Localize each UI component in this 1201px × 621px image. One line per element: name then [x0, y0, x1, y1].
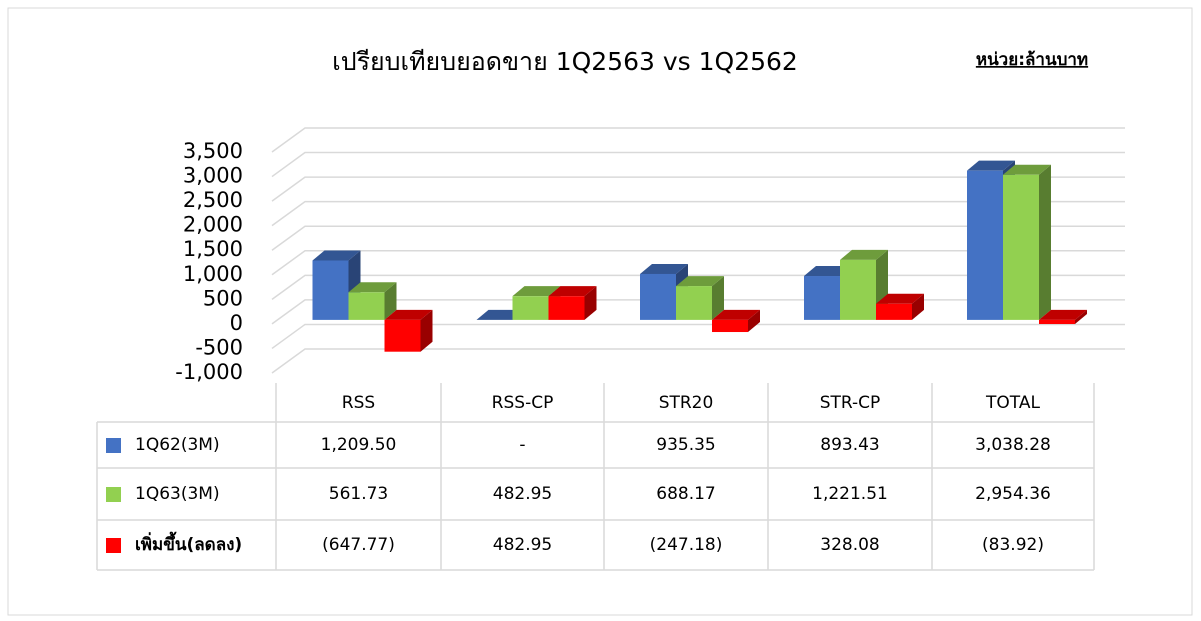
y-tick-label: 3,000: [183, 164, 243, 188]
bar-side: [748, 309, 760, 333]
grid-line: [271, 127, 1125, 153]
table-value: (83.92): [982, 535, 1044, 555]
y-tick-label: 0: [230, 311, 243, 335]
bar-side: [420, 309, 433, 352]
bar: [967, 170, 1003, 320]
bar: [548, 296, 585, 320]
bar-top: [548, 286, 597, 297]
table-value: 2,954.36: [975, 484, 1051, 504]
bar-top: [1039, 309, 1087, 320]
x-tick-label: STR20: [659, 393, 714, 413]
bar-top: [640, 263, 688, 274]
y-tick-label: 3,500: [183, 139, 243, 163]
grid-line: [271, 200, 1125, 227]
bar-side: [384, 282, 397, 320]
bar: [676, 286, 712, 320]
table-value: (647.77): [322, 535, 395, 555]
bar: [348, 292, 385, 320]
table-value: 482.95: [493, 535, 552, 555]
legend-swatch: [106, 438, 121, 453]
table-value: 3,038.28: [975, 435, 1051, 455]
bar: [876, 303, 912, 320]
bar-top: [840, 249, 888, 260]
legend-label: เพิ่มขึ้น(ลดลง): [135, 531, 242, 555]
bar-side: [1075, 309, 1087, 325]
table-value: 1,221.51: [812, 484, 888, 504]
bar-top: [1003, 164, 1051, 175]
bar: [384, 319, 421, 352]
table-value: 482.95: [493, 484, 552, 504]
bar-top: [312, 250, 361, 261]
bar-side: [712, 276, 724, 320]
table-value: 328.08: [820, 535, 879, 555]
legend-swatch: [106, 538, 121, 553]
bar-side: [912, 293, 924, 320]
bar-side: [584, 286, 597, 320]
table-value: 1,209.50: [321, 435, 397, 455]
table-value: 561.73: [329, 484, 388, 504]
x-tick-label: RSS: [342, 393, 375, 413]
legend-swatch: [106, 487, 121, 502]
y-tick-label: 2,500: [183, 188, 243, 212]
bar: [312, 260, 349, 320]
grid-line: [271, 225, 1125, 251]
bar-top: [876, 293, 924, 304]
y-tick-label: 1,000: [183, 262, 243, 286]
y-tick-label: 2,000: [183, 213, 243, 237]
bar: [712, 319, 748, 333]
x-tick-label: TOTAL: [985, 393, 1040, 413]
grid-line: [271, 323, 1125, 350]
table-value: 893.43: [820, 435, 879, 455]
table-value: -: [519, 435, 525, 455]
table-value: 935.35: [656, 435, 715, 455]
bar-top: [384, 309, 433, 320]
y-tick-label: 500: [203, 286, 243, 310]
bar-top: [676, 276, 724, 287]
grid-line: [271, 151, 1125, 178]
bar: [1003, 174, 1039, 320]
bar: [1039, 319, 1075, 325]
bar: [840, 259, 876, 320]
bar: [804, 276, 840, 320]
bar-top: [512, 286, 561, 297]
y-tick-label: -1,000: [175, 360, 243, 384]
bar-top: [348, 282, 397, 293]
table-value: (247.18): [650, 535, 723, 555]
y-tick-label: -500: [195, 335, 243, 359]
chart-title: เปรียบเทียบยอดขาย 1Q2563 vs 1Q2562: [332, 47, 798, 76]
legend-label: 1Q62(3M): [135, 435, 220, 455]
x-tick-label: RSS-CP: [492, 393, 554, 413]
bar-top: [712, 309, 760, 320]
y-tick-label: 1,500: [183, 237, 243, 261]
table-value: 688.17: [656, 484, 715, 504]
bar: [512, 296, 549, 320]
grid-line: [271, 348, 1125, 374]
legend-label: 1Q63(3M): [135, 484, 220, 504]
unit-label: หน่วย:ล้านบาท: [976, 50, 1088, 70]
bar: [640, 273, 676, 320]
bar-side: [1039, 164, 1051, 320]
bar-top: [967, 160, 1015, 171]
x-tick-label: STR-CP: [820, 393, 881, 413]
grid-line: [271, 176, 1125, 202]
